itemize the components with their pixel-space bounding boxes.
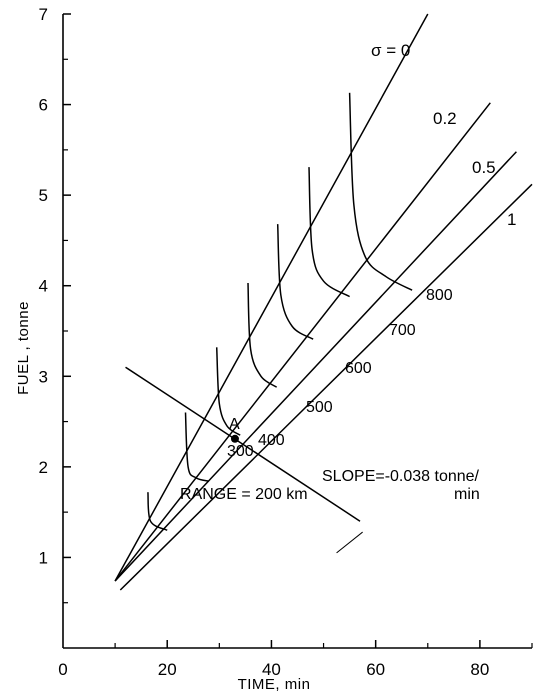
range-label-300: 300	[227, 443, 254, 460]
series-line-2	[114, 151, 517, 582]
series-label-sigma-0-2: 0.2	[433, 109, 457, 128]
slope-line	[125, 366, 361, 522]
x-tick-label: 60	[366, 660, 385, 679]
y-axis-title: FUEL , tonne	[15, 301, 32, 395]
plot-area	[114, 13, 533, 591]
x-tick-label: 80	[470, 660, 489, 679]
slope-leader	[336, 531, 363, 554]
series-line-3	[119, 183, 533, 591]
range-contour-0	[147, 492, 168, 531]
point-a	[230, 434, 239, 443]
range-contour-5	[308, 167, 350, 298]
series-label-sigma-0: σ = 0	[371, 41, 410, 60]
y-tick-label: 6	[39, 96, 48, 115]
range-contour-6	[348, 92, 413, 291]
slope-annotation-line-1: SLOPE=-0.038 tonne/	[322, 468, 480, 485]
x-tick-label: 0	[58, 660, 67, 679]
range-label-400: 400	[258, 432, 285, 449]
range-annotation: RANGE = 200 km	[180, 486, 308, 503]
range-label-800: 800	[426, 287, 453, 304]
x-tick-label: 40	[262, 660, 281, 679]
range-contour-2	[215, 347, 241, 436]
x-tick-label: 20	[158, 660, 177, 679]
annotations: TIME, min FUEL , tonne σ = 0 0.2 0.5 1 8…	[15, 41, 516, 693]
series-line-0	[114, 13, 429, 582]
y-tick-label: 4	[39, 277, 48, 296]
x-axis-title: TIME, min	[238, 676, 311, 693]
range-contour-4	[276, 224, 314, 340]
y-tick-label: 5	[39, 186, 48, 205]
y-tick-label: 3	[39, 367, 48, 386]
range-label-600: 600	[345, 360, 372, 377]
range-label-500: 500	[306, 399, 333, 416]
y-tick-label: 1	[39, 548, 48, 567]
slope-annotation-line-2: min	[454, 486, 480, 503]
range-label-700: 700	[389, 322, 416, 339]
series-label-sigma-0-5: 0.5	[472, 158, 496, 177]
series-label-sigma-1: 1	[507, 210, 516, 229]
y-tick-label: 2	[39, 458, 48, 477]
y-tick-label: 7	[39, 5, 48, 24]
ticks: 0 20 40 60 80 1 2 3 4 5 6 7	[39, 5, 533, 679]
range-contour-1	[184, 412, 210, 483]
point-a-label: A	[229, 416, 240, 433]
series-line-1	[114, 102, 491, 582]
range-contour-3	[247, 282, 278, 388]
